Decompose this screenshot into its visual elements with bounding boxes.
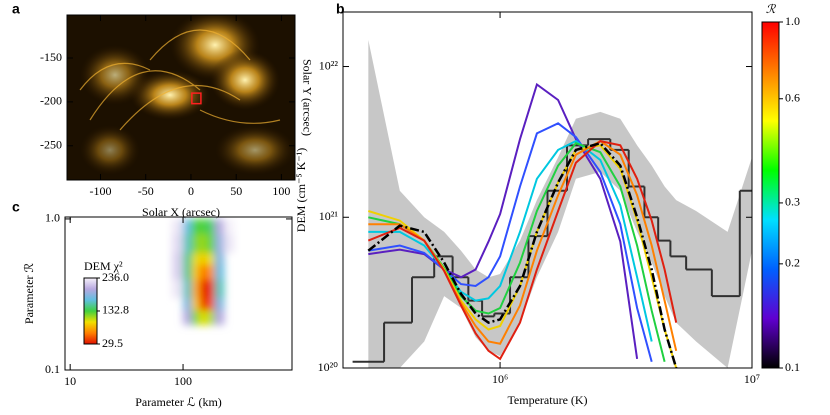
y-tick-label: -250 <box>40 138 62 152</box>
y-tick-label: 1.0 <box>45 211 60 225</box>
heatmap-cell <box>206 279 216 299</box>
x-tick-label: 100 <box>272 184 290 198</box>
heatmap-cell <box>199 252 207 265</box>
colorbar-label: 132.8 <box>102 303 129 317</box>
x-tick-label: 0 <box>188 184 194 198</box>
heatmap-cell <box>214 279 225 299</box>
colorbar-label: 0.3 <box>785 195 800 209</box>
heatmap-cell <box>214 252 225 265</box>
x-tick-label: -100 <box>89 184 111 198</box>
heatmap-cell <box>191 297 201 311</box>
heatmap-cell <box>172 218 184 235</box>
heatmap-cell <box>172 264 184 280</box>
colorbar-label: 1.0 <box>785 14 800 28</box>
heatmap-cell <box>206 233 216 253</box>
heatmap-cell <box>191 309 201 326</box>
panel-letter: a <box>12 1 20 17</box>
heatmap-cell <box>199 218 207 235</box>
panel-letter: c <box>12 199 20 215</box>
heatmap-cell <box>183 264 193 280</box>
x-tick-label: 10 <box>64 374 76 388</box>
heatmap-cell <box>223 218 235 235</box>
heatmap-cell <box>206 309 216 326</box>
solar-image <box>67 15 295 180</box>
heatmap-cell <box>206 252 216 265</box>
plot-area <box>172 218 235 326</box>
heatmap-cell <box>206 297 216 311</box>
heatmap-cell <box>183 233 193 253</box>
heatmap-cell <box>199 297 207 311</box>
x-tick-label: 10⁷ <box>744 372 760 386</box>
heatmap-cell <box>172 279 184 299</box>
colorbar-title: DEM χ² <box>84 259 123 273</box>
heatmap <box>172 218 235 326</box>
x-tick-label: 50 <box>230 184 242 198</box>
heatmap-cell <box>183 309 193 326</box>
x-axis-title: Parameter ℒ (km) <box>135 395 222 409</box>
heatmap-cell <box>214 264 225 280</box>
mean-curve <box>367 141 678 368</box>
colorbar-label: 0.6 <box>785 91 800 105</box>
heatmap-cell <box>199 309 207 326</box>
colorbar-label: 0.1 <box>785 360 800 374</box>
heatmap-cell <box>223 233 235 253</box>
x-tick-label: -50 <box>138 184 154 198</box>
plot-frame <box>342 11 753 369</box>
panel-letter: b <box>336 1 345 17</box>
heatmap-cell <box>214 218 225 235</box>
y-tick-label: -150 <box>40 50 62 64</box>
heatmap-cell <box>199 264 207 280</box>
heatmap-cell <box>206 218 216 235</box>
colorbar-label: 0.2 <box>785 256 800 270</box>
dem-curve <box>368 122 653 363</box>
heatmap-cell <box>206 264 216 280</box>
heatmap-cell <box>214 309 225 326</box>
heatmap-cell <box>214 297 225 311</box>
x-tick-label: 100 <box>174 374 192 388</box>
heatmap-cell <box>183 252 193 265</box>
heatmap-cell <box>183 218 193 235</box>
y-axis-title: Solar Y (arcsec) <box>300 59 314 136</box>
colorbar-label: 236.0 <box>102 270 129 284</box>
colorbar-title: ℛ <box>766 2 777 16</box>
region-box <box>191 92 202 105</box>
x-axis-title: Temperature (K) <box>507 393 587 407</box>
heatmap-cell <box>191 279 201 299</box>
heatmap-cell <box>199 233 207 253</box>
heatmap-cell <box>172 233 184 253</box>
colorbar-label: 29.5 <box>102 336 123 350</box>
heatmap-cell <box>172 252 184 265</box>
heatmap-cell <box>183 297 193 311</box>
heatmap-cell <box>183 279 193 299</box>
heatmap-cell <box>191 264 201 280</box>
y-tick-label: 10²¹ <box>319 209 339 223</box>
heatmap-cell <box>214 233 225 253</box>
plot-area <box>352 39 752 368</box>
x-tick-label: 10⁶ <box>492 372 508 386</box>
heatmap-cell <box>191 218 201 235</box>
y-axis-title: DEM (cm⁻⁵ K⁻¹) <box>294 148 308 232</box>
heatmap-cell <box>199 279 207 299</box>
y-tick-label: 10²² <box>319 58 339 72</box>
y-tick-label: 10²⁰ <box>318 360 339 374</box>
y-tick-label: -200 <box>40 94 62 108</box>
plot-frame <box>66 14 296 181</box>
colorbar <box>83 277 98 345</box>
y-tick-label: 0.1 <box>45 362 60 376</box>
x-axis-title: Solar X (arcsec) <box>142 205 220 219</box>
heatmap-cell <box>191 233 201 253</box>
colorbar <box>761 21 780 369</box>
dem-curve <box>367 140 678 361</box>
plot-frame <box>64 216 293 371</box>
heatmap-cell <box>191 252 201 265</box>
y-axis-title: Parameter ℛ <box>22 262 36 324</box>
